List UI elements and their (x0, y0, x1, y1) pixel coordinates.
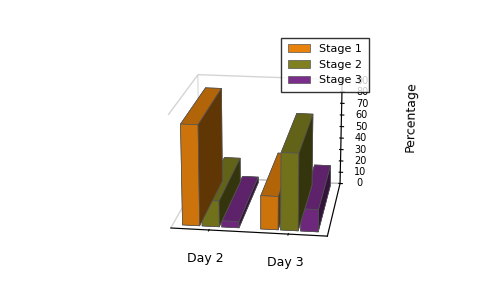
Legend: Stage 1, Stage 2, Stage 3: Stage 1, Stage 2, Stage 3 (281, 38, 368, 92)
